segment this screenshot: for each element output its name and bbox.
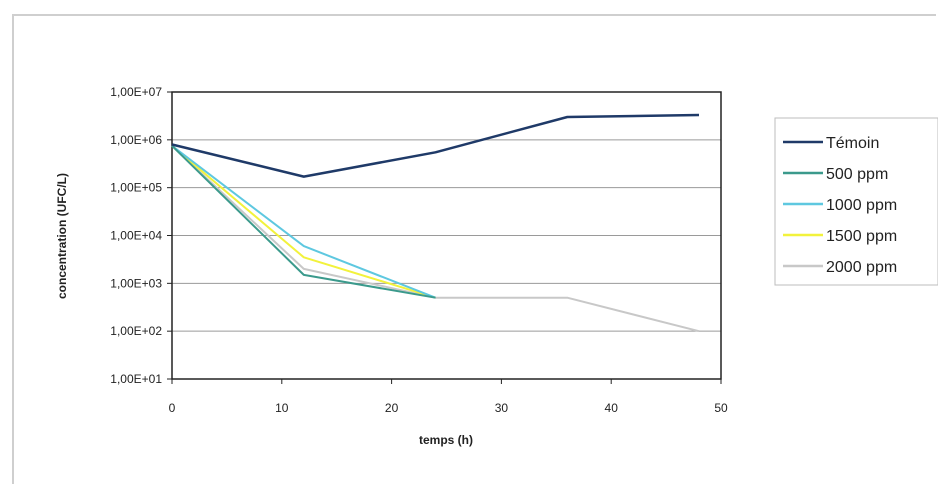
x-tick-label: 0: [169, 401, 176, 415]
y-tick-label: 1,00E+05: [110, 181, 162, 195]
series-line-témoin: [171, 113, 700, 178]
y-tick-labels: 1,00E+07 1,00E+06 1,00E+05 1,00E+04 1,00E+03…: [110, 85, 172, 386]
y-tick-label: 1,00E+06: [110, 133, 162, 147]
series-line-500-ppm: [171, 145, 436, 299]
legend-label: Témoin: [826, 135, 879, 152]
x-tick-label: 40: [605, 401, 619, 415]
legend-label: 500 ppm: [826, 166, 888, 183]
legend: Témoin 500 ppm 1000 ppm 1500 ppm 2000 ppm: [783, 135, 897, 276]
y-tick-label: 1,00E+02: [110, 324, 162, 338]
y-tick-label: 1,00E+01: [110, 372, 162, 386]
chart-frame: [12, 14, 936, 484]
x-tick-labels: 0 10 20 30 40 50: [169, 379, 728, 415]
x-tick-label: 20: [385, 401, 399, 415]
y-tick-label: 1,00E+07: [110, 85, 162, 99]
x-tick-label: 10: [275, 401, 289, 415]
gridlines: [172, 91, 721, 380]
series-line-1000-ppm: [171, 145, 436, 299]
x-tick-label: 30: [495, 401, 509, 415]
series-line-1500-ppm: [171, 145, 436, 299]
series-lines: [171, 113, 700, 333]
x-tick-label: 50: [714, 401, 728, 415]
y-tick-label: 1,00E+03: [110, 276, 162, 290]
y-tick-label: 1,00E+04: [110, 229, 162, 243]
legend-box: [774, 117, 938, 286]
legend-label: 1000 ppm: [826, 197, 897, 214]
x-axis-title: temps (h): [419, 433, 473, 447]
y-axis-title: concentration (UFC/L): [55, 173, 69, 299]
legend-label: 2000 ppm: [826, 259, 897, 276]
legend-label: 1500 ppm: [826, 228, 897, 245]
series-line-2000-ppm: [171, 145, 700, 333]
